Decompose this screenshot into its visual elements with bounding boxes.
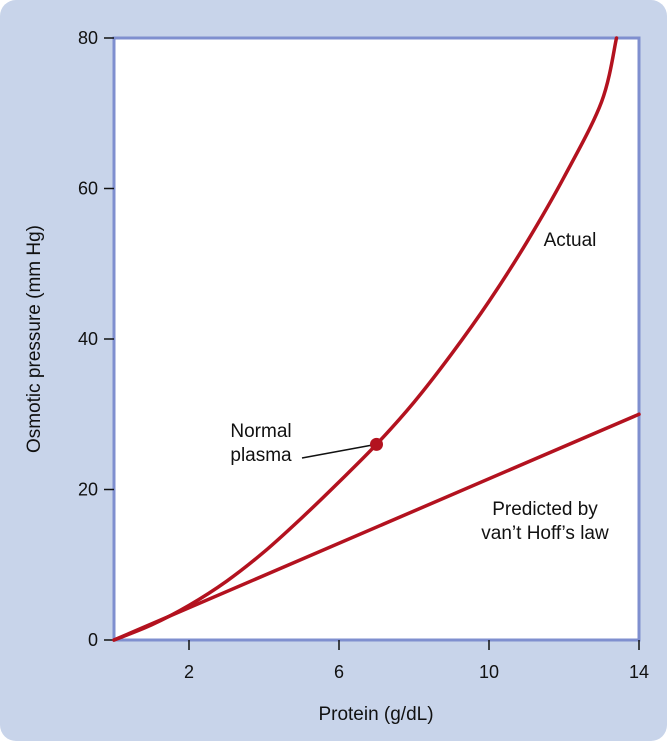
vant-hoff-label: Predicted by xyxy=(492,499,598,520)
x-tick-label: 10 xyxy=(479,662,499,682)
actual-curve xyxy=(112,36,619,642)
x-axis-title: Protein (g/dL) xyxy=(318,704,433,725)
y-tick-label: 80 xyxy=(78,28,98,48)
y-tick-label: 20 xyxy=(78,480,98,500)
vant-hoff-line xyxy=(112,412,641,642)
actual-label: Actual xyxy=(544,230,597,251)
y-axis-title: Osmotic pressure (mm Hg) xyxy=(24,225,45,453)
normal-plasma-label: Normal xyxy=(230,421,291,442)
y-tick-label: 0 xyxy=(88,630,98,650)
y-tick-label: 40 xyxy=(78,329,98,349)
x-tick-label: 14 xyxy=(629,662,649,682)
vant-hoff-label: van’t Hoff’s law xyxy=(481,523,609,544)
plot-area xyxy=(112,36,641,642)
y-tick-label: 60 xyxy=(78,179,98,199)
x-tick-label: 2 xyxy=(184,662,194,682)
annotation-leader xyxy=(301,444,371,459)
normal-plasma-marker xyxy=(370,437,383,451)
x-tick-label: 6 xyxy=(334,662,344,682)
normal-plasma-label: plasma xyxy=(230,445,292,466)
